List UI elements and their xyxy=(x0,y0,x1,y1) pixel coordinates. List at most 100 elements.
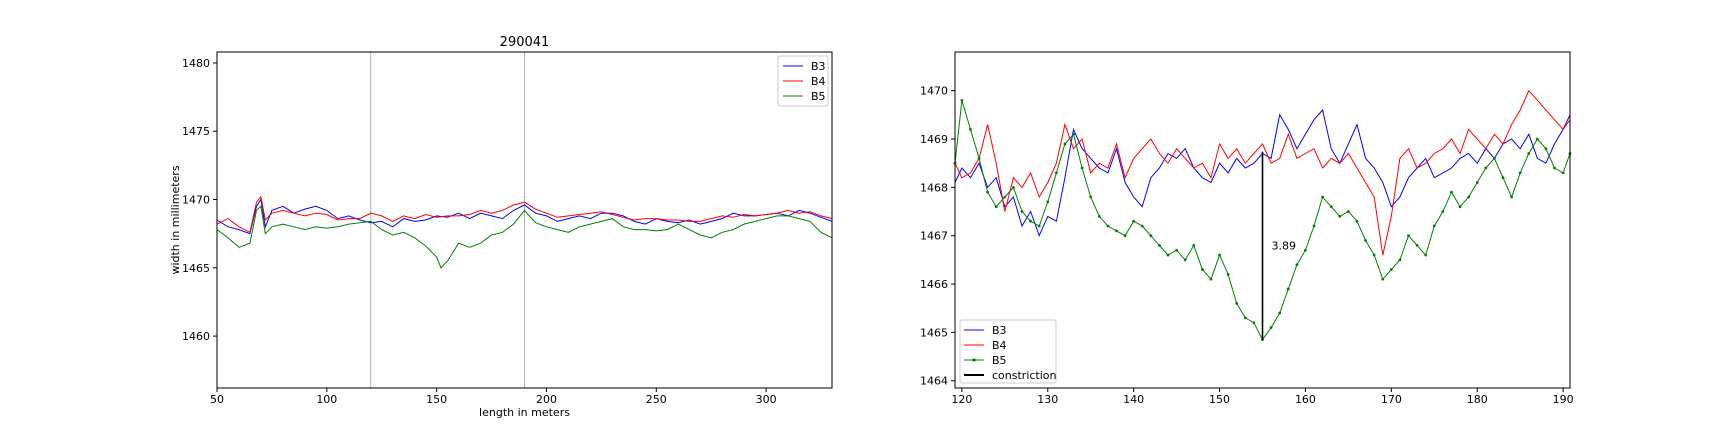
x-tick-label: 150 xyxy=(426,393,447,406)
x-tick-label: 170 xyxy=(1381,393,1402,406)
left-chart: 50 100 150 200 250 300 1460 1465 1470 1475 1480 2… xyxy=(169,35,833,419)
right-legend: B3 B4 B5 constriction xyxy=(959,319,1057,384)
x-tick-label: 250 xyxy=(646,393,667,406)
b5-point xyxy=(1561,171,1565,175)
left-plot-frame xyxy=(216,51,833,389)
l-series-line-b4 xyxy=(216,195,833,234)
x-tick-label: 190 xyxy=(1553,393,1574,406)
right-chart: 120 130 140 150 160 170 180 190 146414651466146… xyxy=(920,51,1574,406)
right-plot-frame xyxy=(954,51,1571,389)
b5-point xyxy=(1389,268,1393,271)
b5-point xyxy=(1518,171,1522,175)
y-tick-label: 1466 xyxy=(920,278,948,291)
b5-point xyxy=(1072,132,1075,136)
b5-point xyxy=(1535,137,1539,141)
b5-point xyxy=(1304,248,1307,252)
b5-point xyxy=(1355,219,1359,223)
x-tick-label: 50 xyxy=(210,393,224,406)
b5-point xyxy=(1484,166,1488,170)
y-tick-label: 1460 xyxy=(182,330,210,343)
b5-point xyxy=(1346,210,1350,213)
b5-point xyxy=(1243,316,1247,320)
b5-point xyxy=(1123,234,1127,238)
b5-point xyxy=(1527,152,1531,155)
b5-point xyxy=(1175,248,1179,252)
y-tick-label: 1480 xyxy=(182,57,210,70)
b5-point xyxy=(1200,268,1204,271)
b5-point xyxy=(1381,277,1385,281)
legend-label-b3: B3 xyxy=(811,60,826,73)
b5-point xyxy=(1321,195,1325,199)
left-x-ticks: 50 100 150 200 250 300 xyxy=(210,388,777,406)
b5-point xyxy=(1012,185,1015,189)
legend-label-b4: B4 xyxy=(992,339,1007,352)
r-series-line-b4 xyxy=(954,89,1571,256)
left-series xyxy=(216,195,833,269)
b5-point xyxy=(1432,224,1436,228)
y-tick-label: 1465 xyxy=(182,262,210,275)
b5-point xyxy=(1458,205,1462,209)
y-tick-label: 1467 xyxy=(920,230,948,243)
b5-point xyxy=(1003,195,1007,199)
b5-point xyxy=(1115,229,1118,233)
y-tick-label: 1465 xyxy=(920,326,948,339)
b5-point xyxy=(1037,224,1041,228)
x-tick-label: 140 xyxy=(1123,393,1144,406)
b5-point xyxy=(1252,321,1256,325)
y-tick-label: 1470 xyxy=(182,194,210,207)
b5-point xyxy=(969,127,972,131)
right-series xyxy=(953,89,1572,342)
b5-point xyxy=(1097,214,1101,218)
b5-point xyxy=(1192,243,1196,247)
b5-point xyxy=(1020,210,1024,213)
b5-point xyxy=(1080,166,1084,170)
b5-point xyxy=(1158,243,1161,247)
b5-point xyxy=(1140,224,1144,228)
b5-point xyxy=(1501,176,1505,180)
b5-point xyxy=(1269,326,1273,329)
x-tick-label: 130 xyxy=(1037,393,1058,406)
b5-point xyxy=(1493,156,1496,160)
legend-label-b5: B5 xyxy=(992,354,1007,367)
b5-point xyxy=(1054,171,1058,175)
b5-point xyxy=(1295,263,1299,267)
legend-marker-b5 xyxy=(972,358,976,362)
b5-point xyxy=(1166,253,1170,257)
x-tick-label: 180 xyxy=(1467,393,1488,406)
b5-point xyxy=(1372,253,1376,257)
b5-point xyxy=(1226,272,1230,276)
b5-point xyxy=(1407,234,1410,238)
b5-point xyxy=(1312,224,1316,228)
b5-point xyxy=(1510,195,1513,199)
b5-point xyxy=(1149,234,1153,238)
b5-point xyxy=(1338,214,1342,218)
y-tick-label: 1470 xyxy=(920,85,948,98)
x-tick-label: 200 xyxy=(536,393,557,406)
b5-point xyxy=(1089,195,1093,199)
b5-point xyxy=(1398,258,1402,262)
left-y-ticks: 1460 1465 1470 1475 1480 xyxy=(182,57,217,343)
b5-point xyxy=(1278,311,1282,315)
right-x-ticks: 120 130 140 150 160 170 180 190 xyxy=(951,388,1574,406)
b5-point xyxy=(1218,253,1221,257)
b5-point xyxy=(1441,210,1445,213)
b5-point xyxy=(1209,277,1213,281)
b5-point xyxy=(1364,239,1367,242)
l-series-line-b5 xyxy=(216,205,833,269)
b5-point xyxy=(1424,253,1428,257)
b5-point xyxy=(1467,195,1471,199)
b5-point xyxy=(1286,287,1290,291)
left-legend: B3 B4 B5 xyxy=(777,55,829,107)
y-tick-label: 1464 xyxy=(920,375,948,388)
legend-label-b3: B3 xyxy=(992,324,1007,337)
left-y-axis-label: width in millimeters xyxy=(169,165,182,274)
b5-point xyxy=(1063,142,1067,146)
x-tick-label: 300 xyxy=(756,393,777,406)
x-tick-label: 120 xyxy=(951,393,972,406)
b5-point xyxy=(1450,190,1453,194)
left-vertical-lines xyxy=(370,52,525,388)
legend-label-b4: B4 xyxy=(811,75,826,88)
x-tick-label: 150 xyxy=(1209,393,1230,406)
y-tick-label: 1475 xyxy=(182,125,210,138)
